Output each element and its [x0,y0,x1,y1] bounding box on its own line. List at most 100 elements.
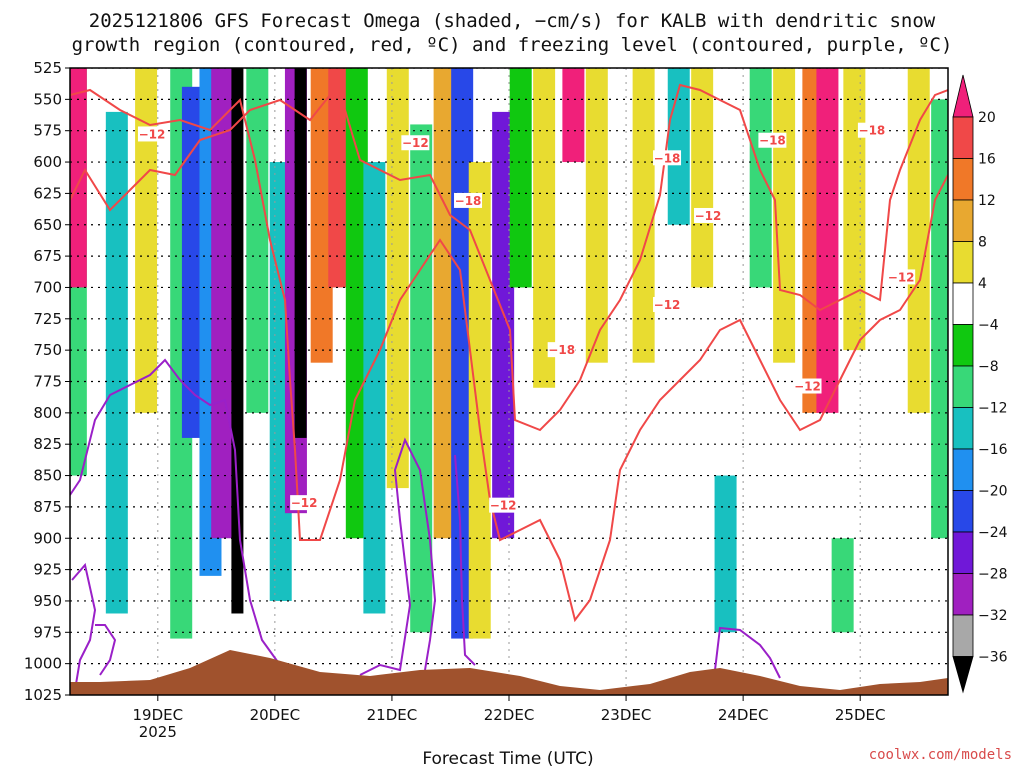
colorbar-label-7: −12 [978,401,1008,417]
y-tick-label-650: 650 [33,216,62,234]
contour-label-3: −18 [654,151,681,165]
x-axis: 19DEC 20DEC 21DEC 22DEC 23DEC 24DEC 25DEC [133,695,886,724]
credit-text: coolwx.com/models [869,747,1012,763]
x-tick-label-24DEC: 24DEC [718,706,769,724]
contour-label-bg-5 [758,132,787,148]
x-tick-label-21DEC: 21DEC [367,706,418,724]
freezing-level-contour-6 [714,626,781,679]
dgz-contour-lower [70,88,948,623]
colorbar-bin-6 [952,324,974,367]
contour-label-5: −18 [759,134,786,148]
contour-label-0: −12 [139,127,166,141]
colorbar-bin-1 [952,116,974,159]
omega-column-2 [105,111,128,614]
omega-column-23 [509,68,532,288]
contour-label-8: −12 [654,298,681,312]
colorbar-bin-14 [952,656,974,694]
contour-label-bg-7 [887,269,916,285]
omega-column-9 [246,68,269,413]
colorbar-bin-11 [952,531,974,574]
colorbar-label-3: 8 [978,235,987,251]
contour-label-11: −12 [490,499,517,513]
colorbar-label-4: 4 [978,276,987,292]
colorbar-bin-2 [952,158,974,201]
y-tick-label-700: 700 [33,278,62,296]
omega-column-29 [691,68,714,288]
contour-label-bg-6 [857,122,886,138]
colorbar-label-13: −36 [978,650,1008,666]
contour-label-10: −12 [794,380,821,394]
x-tick-label-25DEC: 25DEC [835,706,886,724]
colorbar-label-11: −28 [978,567,1008,583]
freezing-level-contour-5 [454,454,476,666]
omega-column-8 [231,68,244,614]
colorbar-label-2: 12 [978,193,996,209]
colorbar-label-12: −32 [978,608,1008,624]
y-tick-label-925: 925 [33,561,62,579]
colorbar-label-10: −24 [978,525,1008,541]
freezing-level-contour-3 [95,624,117,676]
freezing-level-contour-4 [359,437,437,676]
omega-column-21 [468,162,491,639]
omega-column-22 [492,111,515,539]
colorbar-bin-7 [952,365,974,408]
contour-label-bg-10 [793,378,822,394]
colorbar: 20 16 12 8 4 −4 −8 −12 −16 −20 −24 −28 −32 −36 [952,74,1008,694]
x-tick-label-23DEC: 23DEC [601,706,652,724]
terrain [70,650,948,695]
omega-column-13 [310,68,333,363]
x-year-label: 2025 [139,723,177,741]
y-tick-label-550: 550 [33,90,62,108]
colorbar-bin-10 [952,490,974,533]
colorbar-bin-8 [952,407,974,450]
contour-label-bg-12 [290,495,319,511]
contour-label-6: −18 [859,124,886,138]
y-tick-label-600: 600 [33,153,62,171]
colorbar-label-5: −4 [978,318,999,334]
omega-shading [70,68,948,639]
omega-column-36 [831,538,854,633]
contour-labels: −12 −12 −18 −18 −12 −18 −18 −12 −12 −18 −12 −12 −12 [137,122,916,513]
contour-label-bg-3 [653,150,682,166]
y-tick-label-800: 800 [33,404,62,422]
x-tick-label-20DEC: 20DEC [250,706,301,724]
y-tick-label-675: 675 [33,247,62,265]
contour-label-4: −12 [695,209,722,223]
omega-column-25 [562,68,585,163]
omega-column-27 [632,68,655,363]
omega-column-3 [135,68,158,413]
contours [70,83,948,691]
omega-column-7 [211,68,234,539]
y-tick-label-725: 725 [33,310,62,328]
freezing-level-contour-1 [70,358,281,666]
y-tick-label-750: 750 [33,341,62,359]
y-tick-label-575: 575 [33,122,62,140]
contour-label-1: −12 [402,136,429,150]
omega-column-38 [931,99,948,539]
contour-label-bg-2 [454,192,483,208]
omega-column-16 [363,162,386,614]
colorbar-label-8: −16 [978,442,1008,458]
omega-column-31 [749,68,772,288]
y-tick-label-900: 900 [33,529,62,547]
omega-column-12 [294,68,307,438]
x-axis-label: Forecast Time (UTC) [422,749,593,768]
y-tick-label-975: 975 [33,623,62,641]
colorbar-bin-0 [952,74,974,118]
omega-column-1 [70,68,87,288]
contour-label-bg-9 [547,342,576,358]
omega-column-37 [907,68,930,413]
chart-title-line1: 2025121806 GFS Forecast Omega (shaded, −… [89,10,936,32]
y-tick-label-875: 875 [33,498,62,516]
omega-column-34 [816,68,839,413]
contour-label-9: −18 [548,343,575,357]
omega-column-20 [451,68,474,639]
colorbar-bin-9 [952,448,974,491]
x-tick-label-22DEC: 22DEC [484,706,535,724]
contour-label-bg-1 [401,135,430,151]
contour-label-bg-8 [653,297,682,313]
y-axis: 525 550 575 600 625 650 675 700 725 750 775 800 825 8… [24,59,70,704]
y-tick-label-1025: 1025 [24,686,62,704]
colorbar-bin-4 [952,241,974,284]
